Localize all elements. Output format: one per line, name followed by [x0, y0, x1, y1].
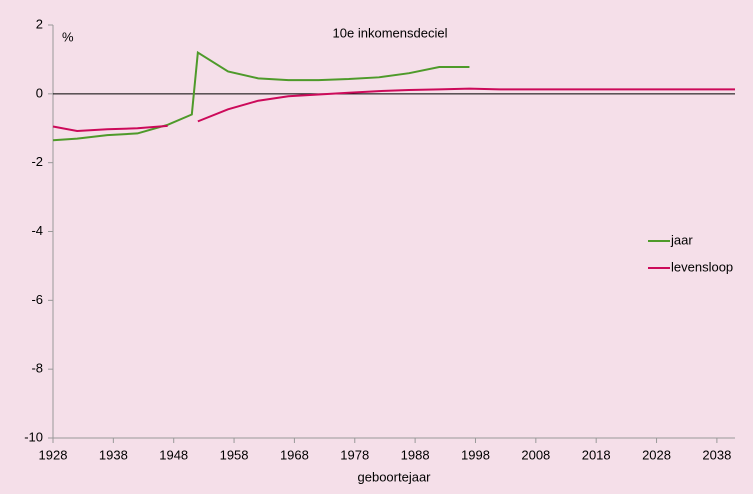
- x-tick-label: 1998: [461, 447, 490, 462]
- x-tick-label: 1968: [280, 447, 309, 462]
- y-tick-label: -8: [31, 361, 43, 376]
- x-tick-label: 2038: [702, 447, 731, 462]
- series-line: [52, 87, 735, 133]
- x-tick-label: 1948: [159, 447, 188, 462]
- x-tick-label: 1928: [39, 447, 68, 462]
- x-tick-label: 2008: [521, 447, 550, 462]
- y-tick-label: 0: [36, 85, 43, 100]
- legend-label: jaar: [670, 232, 693, 247]
- y-tick-label: -10: [24, 429, 43, 444]
- y-tick-label: 2: [36, 16, 43, 31]
- x-tick-label: 2018: [582, 447, 611, 462]
- y-axis-label: %: [62, 29, 74, 44]
- x-tick-label: 1988: [401, 447, 430, 462]
- y-tick-label: -4: [31, 223, 43, 238]
- x-tick-label: 1978: [340, 447, 369, 462]
- chart-title: 10e inkomensdeciel: [333, 25, 448, 40]
- x-tick-label: 1938: [99, 447, 128, 462]
- x-tick-label: 1958: [220, 447, 249, 462]
- series-line: [52, 50, 470, 142]
- y-tick-label: -2: [31, 154, 43, 169]
- legend-label: levensloop: [671, 259, 733, 274]
- y-tick-label: -6: [31, 292, 43, 307]
- x-axis-label: geboortejaar: [358, 469, 432, 484]
- x-tick-label: 2028: [642, 447, 671, 462]
